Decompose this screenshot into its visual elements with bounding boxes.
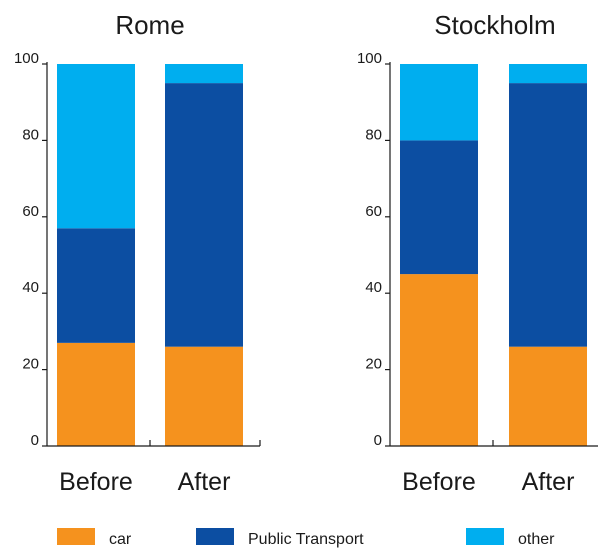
bar-stockholm-before-car (400, 274, 478, 446)
bar-stockholm-before-public-transport (400, 140, 478, 275)
panel-title-rome: Rome (115, 10, 184, 40)
y-tick-label-stockholm-40: 40 (365, 279, 382, 296)
bar-stockholm-before-other (400, 64, 478, 141)
y-tick-label-stockholm-100: 100 (357, 50, 382, 67)
bar-rome-after-public-transport (165, 83, 243, 347)
bar-stockholm-after-car (509, 346, 587, 446)
bar-rome-after-car (165, 346, 243, 446)
legend-label-public-transport: Public Transport (248, 531, 364, 548)
legend-label-other: other (518, 531, 555, 548)
x-category-label-stockholm-after: After (522, 468, 575, 496)
bar-rome-before-other (57, 64, 135, 229)
y-tick-label-rome-0: 0 (31, 432, 39, 449)
y-tick-label-stockholm-60: 60 (365, 203, 382, 220)
x-category-label-rome-after: After (178, 468, 231, 496)
y-tick-label-rome-20: 20 (22, 356, 39, 373)
legend-swatch-public-transport (196, 528, 234, 545)
y-tick-label-rome-100: 100 (14, 50, 39, 67)
bar-rome-before-public-transport (57, 228, 135, 343)
x-category-label-stockholm-before: Before (402, 468, 476, 496)
legend-swatch-other (466, 528, 504, 545)
y-tick-label-stockholm-0: 0 (374, 432, 382, 449)
x-category-label-rome-before: Before (59, 468, 133, 496)
legend-label-car: car (109, 531, 132, 548)
bar-stockholm-after-public-transport (509, 83, 587, 347)
y-tick-label-stockholm-80: 80 (365, 126, 382, 143)
y-tick-label-stockholm-20: 20 (365, 356, 382, 373)
bar-rome-after-other (165, 64, 243, 84)
panel-title-stockholm: Stockholm (434, 10, 555, 40)
y-tick-label-rome-80: 80 (22, 126, 39, 143)
bar-rome-before-car (57, 342, 135, 446)
legend-swatch-car (57, 528, 95, 545)
y-tick-label-rome-60: 60 (22, 203, 39, 220)
bar-stockholm-after-other (509, 64, 587, 84)
y-tick-label-rome-40: 40 (22, 279, 39, 296)
